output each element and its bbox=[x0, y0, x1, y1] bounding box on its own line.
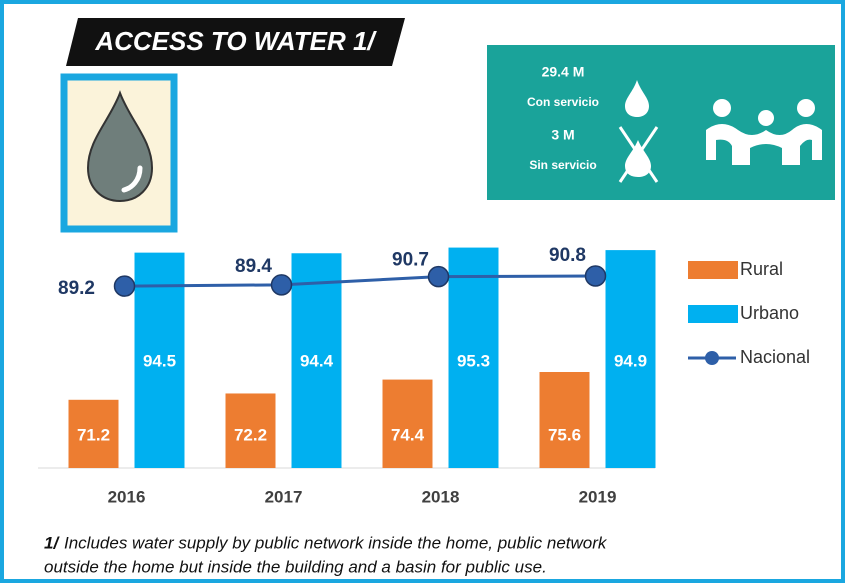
footnote-marker: 1/ bbox=[44, 533, 60, 552]
stat-label: Sin servicio bbox=[529, 158, 596, 172]
value-label: 89.4 bbox=[235, 256, 272, 277]
value-label: 94.5 bbox=[143, 351, 176, 370]
value-label: 71.2 bbox=[77, 425, 110, 444]
value-label: 90.7 bbox=[392, 250, 429, 271]
infographic: ACCESS TO WATER 1/ 29.4 M Con servicio 3… bbox=[0, 0, 845, 583]
value-label: 95.3 bbox=[457, 351, 490, 370]
value-label: 72.2 bbox=[234, 425, 267, 444]
stat-label: Con servicio bbox=[527, 95, 599, 109]
legend-swatch bbox=[688, 305, 738, 323]
x-tick-label: 2019 bbox=[579, 487, 617, 506]
value-label: 74.4 bbox=[391, 425, 425, 444]
legend-marker bbox=[705, 351, 719, 365]
x-tick-label: 2018 bbox=[422, 487, 460, 506]
bar bbox=[383, 380, 433, 468]
line-point bbox=[115, 276, 135, 296]
footnote: outside the home but inside the building… bbox=[44, 557, 547, 576]
x-tick-label: 2017 bbox=[265, 487, 303, 506]
value-label: 75.6 bbox=[548, 425, 581, 444]
legend-label: Nacional bbox=[740, 347, 810, 367]
stats-box bbox=[487, 45, 835, 200]
legend-label: Urbano bbox=[740, 303, 799, 323]
bar bbox=[540, 372, 590, 468]
value-label: 94.4 bbox=[300, 351, 334, 370]
x-tick-label: 2016 bbox=[108, 487, 146, 506]
legend-label: Rural bbox=[740, 259, 783, 279]
stat-value: 29.4 M bbox=[542, 64, 585, 80]
footnote: Includes water supply by public network … bbox=[64, 533, 608, 552]
chart-title: ACCESS TO WATER 1/ bbox=[94, 26, 377, 56]
line-point bbox=[429, 267, 449, 287]
value-label: 94.9 bbox=[614, 351, 647, 370]
stat-value: 3 M bbox=[551, 127, 574, 143]
value-label: 89.2 bbox=[58, 278, 95, 299]
legend-swatch bbox=[688, 261, 738, 279]
value-label: 90.8 bbox=[549, 245, 586, 266]
line-point bbox=[272, 275, 292, 295]
line-point bbox=[586, 266, 606, 286]
